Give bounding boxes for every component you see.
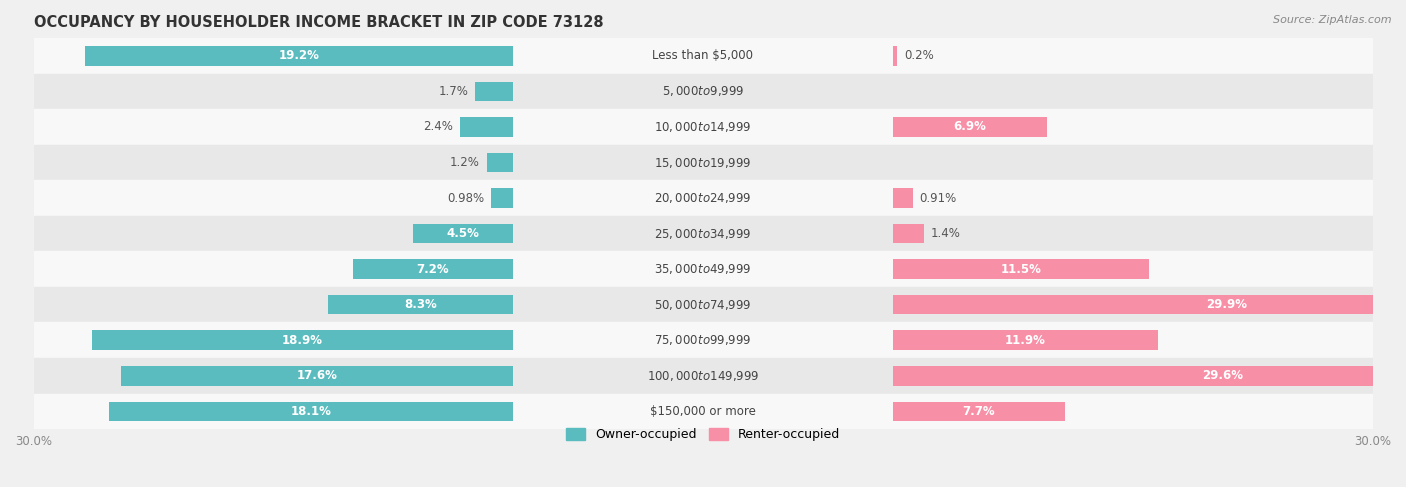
Bar (34, 322, 1372, 358)
Bar (34, 393, 1372, 429)
Text: Less than $5,000: Less than $5,000 (652, 49, 754, 62)
Text: 19.2%: 19.2% (278, 49, 319, 62)
Text: 17.6%: 17.6% (297, 369, 337, 382)
Text: $15,000 to $19,999: $15,000 to $19,999 (654, 155, 752, 169)
Text: 11.9%: 11.9% (1005, 334, 1046, 347)
Text: $25,000 to $34,999: $25,000 to $34,999 (654, 226, 752, 241)
Bar (893, 295, 1406, 315)
Text: $10,000 to $14,999: $10,000 to $14,999 (654, 120, 752, 134)
Text: $75,000 to $99,999: $75,000 to $99,999 (654, 333, 752, 347)
Bar (893, 366, 1406, 386)
Bar (893, 117, 1046, 137)
Legend: Owner-occupied, Renter-occupied: Owner-occupied, Renter-occupied (561, 423, 845, 446)
Bar (84, 46, 513, 66)
Text: 11.5%: 11.5% (1001, 262, 1042, 276)
Bar (492, 188, 513, 208)
Bar (34, 358, 1372, 393)
Bar (34, 251, 1372, 287)
Text: 1.2%: 1.2% (450, 156, 479, 169)
Bar (893, 188, 912, 208)
Text: 29.9%: 29.9% (1206, 298, 1247, 311)
Bar (34, 180, 1372, 216)
Text: 0.98%: 0.98% (447, 191, 485, 205)
Text: 7.2%: 7.2% (416, 262, 450, 276)
Text: $50,000 to $74,999: $50,000 to $74,999 (654, 298, 752, 312)
Bar (475, 82, 513, 101)
Bar (413, 224, 513, 244)
Bar (893, 402, 1064, 421)
Text: 0.91%: 0.91% (920, 191, 957, 205)
Text: 1.7%: 1.7% (439, 85, 468, 98)
Bar (328, 295, 513, 315)
Bar (121, 366, 513, 386)
Text: $150,000 or more: $150,000 or more (650, 405, 756, 418)
Bar (893, 46, 897, 66)
Text: 1.4%: 1.4% (931, 227, 960, 240)
Bar (34, 109, 1372, 145)
Bar (34, 145, 1372, 180)
Bar (34, 287, 1372, 322)
Bar (34, 74, 1372, 109)
Text: 4.5%: 4.5% (447, 227, 479, 240)
Text: OCCUPANCY BY HOUSEHOLDER INCOME BRACKET IN ZIP CODE 73128: OCCUPANCY BY HOUSEHOLDER INCOME BRACKET … (34, 15, 603, 30)
Text: $5,000 to $9,999: $5,000 to $9,999 (662, 84, 744, 98)
Bar (486, 153, 513, 172)
Text: 29.6%: 29.6% (1202, 369, 1243, 382)
Text: 7.7%: 7.7% (962, 405, 995, 418)
Text: 6.9%: 6.9% (953, 120, 986, 133)
Bar (353, 260, 513, 279)
Bar (34, 38, 1372, 74)
Bar (893, 260, 1149, 279)
Bar (893, 331, 1159, 350)
Bar (460, 117, 513, 137)
Bar (110, 402, 513, 421)
Text: $100,000 to $149,999: $100,000 to $149,999 (647, 369, 759, 383)
Text: 2.4%: 2.4% (423, 120, 453, 133)
Bar (34, 216, 1372, 251)
Text: $35,000 to $49,999: $35,000 to $49,999 (654, 262, 752, 276)
Text: 0.2%: 0.2% (904, 49, 934, 62)
Text: 18.1%: 18.1% (291, 405, 332, 418)
Bar (893, 224, 924, 244)
Text: Source: ZipAtlas.com: Source: ZipAtlas.com (1274, 15, 1392, 25)
Bar (91, 331, 513, 350)
Text: 8.3%: 8.3% (405, 298, 437, 311)
Text: 18.9%: 18.9% (283, 334, 323, 347)
Text: $20,000 to $24,999: $20,000 to $24,999 (654, 191, 752, 205)
